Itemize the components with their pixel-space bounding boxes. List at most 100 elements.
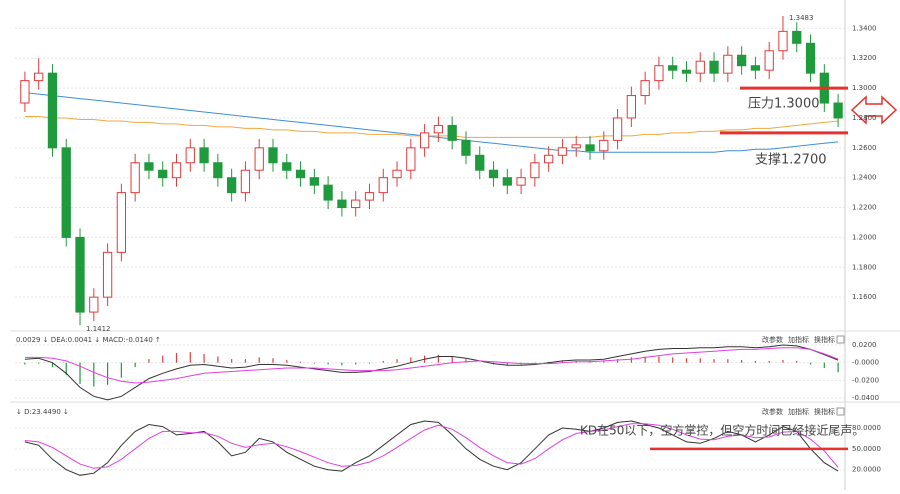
candle-body: [557, 147, 568, 156]
y-tick-label: 1.3400: [852, 24, 877, 32]
candle-body: [709, 60, 719, 74]
candle-body: [419, 132, 430, 149]
candle-body: [392, 169, 402, 179]
panel-button[interactable]: 改参数: [762, 335, 783, 344]
panel-subtitle: 0.0029 ↓ DEA:0.0041 ↓ MACD:-0.0140 ↑: [16, 336, 161, 344]
candle-body: [158, 169, 168, 179]
y-tick-label: -0.0200: [852, 376, 879, 384]
panel-button[interactable]: 换指标: [814, 335, 835, 344]
candle-body: [736, 54, 747, 67]
y-tick-label: 1.1800: [852, 263, 877, 271]
candle-body: [75, 236, 85, 313]
candle-body: [199, 147, 209, 164]
high-label: 1.3483: [789, 14, 814, 22]
series-line: [24, 344, 839, 401]
y-tick-label: 1.2000: [852, 233, 877, 241]
candle-body: [695, 60, 705, 74]
candle-body: [406, 147, 416, 171]
series-line: [24, 423, 839, 469]
y-tick-label: 0.0200: [852, 341, 877, 349]
series-line: [24, 420, 839, 476]
arrow: [850, 95, 898, 125]
y-tick-label: -0.0000: [852, 359, 879, 367]
candle-body: [337, 199, 347, 209]
panel-button[interactable]: 加指标: [788, 407, 809, 416]
candle-body: [461, 139, 471, 156]
candle-body: [833, 102, 843, 119]
y-tick-label: 1.2200: [852, 204, 877, 212]
candle-body: [364, 192, 375, 201]
candle-body: [34, 72, 44, 82]
candle-body: [778, 30, 788, 52]
level-label: KD在50以下，空方掌控，但空方时间已经接近尾声。: [580, 422, 864, 437]
y-tick-label: 80.0000: [852, 424, 881, 432]
candle-body: [144, 162, 154, 171]
close-button[interactable]: [836, 407, 845, 416]
candle-body: [599, 139, 609, 152]
y-tick-label: 50.0000: [852, 445, 881, 453]
close-button[interactable]: [836, 335, 845, 344]
candle-body: [544, 154, 554, 164]
candle-body: [20, 80, 30, 104]
y-tick-label: -0.0400: [852, 394, 879, 402]
candle-body: [309, 177, 319, 186]
candle-body: [654, 65, 664, 82]
candle-body: [681, 69, 692, 74]
candle-body: [805, 42, 816, 74]
candle-body: [447, 124, 457, 141]
panel-subtitle: ↓ D:23.4490 ↓: [16, 408, 69, 416]
candle-body: [351, 199, 361, 209]
series-line: [24, 116, 839, 138]
y-tick-label: 20.0000: [852, 466, 881, 474]
series-line: [24, 347, 839, 384]
candle-body: [626, 95, 636, 119]
candle-body: [61, 147, 71, 238]
candle-body: [213, 162, 223, 179]
candle-body: [502, 177, 512, 186]
y-tick-label: 1.2800: [852, 114, 877, 122]
candle-body: [116, 192, 127, 253]
panel-button[interactable]: 改参数: [762, 407, 783, 416]
candle-body: [89, 296, 99, 313]
candle-body: [130, 162, 140, 194]
y-tick-label: 1.2400: [852, 174, 877, 182]
candle-body: [295, 169, 306, 179]
candle-body: [282, 162, 292, 171]
y-tick-label: 1.1600: [852, 293, 877, 301]
candle-body: [47, 72, 58, 149]
candle-body: [475, 154, 485, 171]
candle-body: [268, 147, 278, 164]
level-label: 压力1.3000: [748, 97, 820, 112]
candle-body: [530, 162, 540, 179]
candle-body: [488, 169, 499, 179]
series-line: [24, 92, 839, 153]
panel-button[interactable]: 换指标: [814, 407, 835, 416]
candle-body: [227, 177, 237, 194]
candle-body: [185, 147, 195, 164]
candle-body: [571, 144, 581, 149]
candle-body: [585, 144, 595, 152]
candle-body: [640, 80, 650, 97]
y-tick-label: 1.3000: [852, 84, 877, 92]
candle-body: [723, 54, 733, 74]
candle-body: [323, 184, 333, 201]
candle-body: [668, 65, 678, 71]
panel-button[interactable]: 加指标: [788, 335, 809, 344]
candle-body: [612, 117, 623, 141]
candle-body: [433, 124, 444, 134]
candle-body: [750, 65, 761, 71]
low-label: 1.1412: [86, 325, 111, 333]
candle-body: [764, 50, 774, 71]
candle-body: [792, 30, 802, 44]
candle-body: [378, 177, 388, 194]
y-tick-label: 1.3200: [852, 54, 877, 62]
candle-body: [102, 251, 113, 298]
y-tick-label: 1.2600: [852, 144, 877, 152]
candle-body: [516, 177, 526, 186]
level-label: 支撑1.2700: [755, 152, 827, 167]
candle-body: [254, 147, 264, 171]
candle-body: [240, 169, 251, 194]
candle-body: [171, 162, 182, 179]
